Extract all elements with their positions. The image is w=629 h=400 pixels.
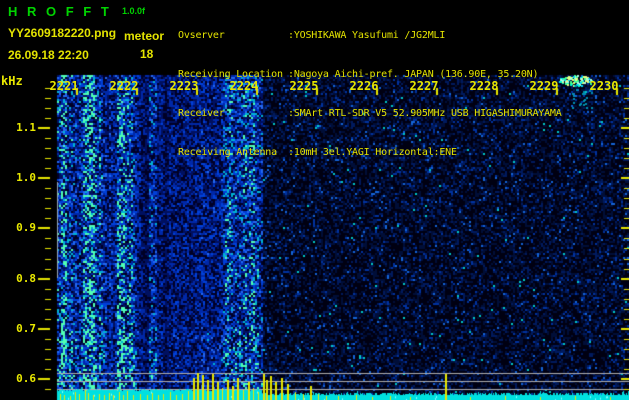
x-axis-tick-label: 2221 (49, 79, 79, 93)
y-axis-unit: kHz (1, 74, 23, 88)
x-axis-tick-label: 2226 (349, 79, 379, 93)
info-row-observer: Ovserver :YOSHIKAWA Yasufumi /JG2MLI (178, 29, 562, 42)
info-label: Ovserver (178, 30, 225, 41)
app-version: 1.0.0f (122, 6, 146, 16)
meteor-count: 18 (140, 47, 154, 61)
x-axis-tick-label: 2223 (169, 79, 199, 93)
x-axis-tick-label: 2225 (289, 79, 319, 93)
y-axis-tick-label: 0.9 (16, 221, 36, 234)
x-axis-tick-label: 2229 (529, 79, 559, 93)
info-label: Receiving Antenna (178, 147, 277, 158)
y-axis-tick-label: 1.1 (16, 121, 36, 134)
y-axis-tick-label: 1.0 (16, 171, 36, 184)
info-label: Receiving Location (178, 69, 283, 80)
date-time: 26.09.18 22:20 (8, 48, 89, 62)
x-axis-tick-label: 2227 (409, 79, 439, 93)
app-title: H R O F F T (8, 4, 112, 19)
x-axis-tick-label: 2222 (109, 79, 139, 93)
x-axis-tick-label: 2224 (229, 79, 259, 93)
y-axis-tick-label: 0.8 (16, 272, 36, 285)
info-label: Receiver (178, 108, 225, 119)
x-axis-tick-label: 2230 (589, 79, 619, 93)
y-axis-tick-label: 0.7 (16, 322, 36, 335)
info-row-receiver: Receiver :SMArt RTL-SDR V5 52.905MHz USB … (178, 107, 562, 120)
output-filename: YY2609182220.png (8, 26, 117, 40)
info-value: :Nagoya Aichi-pref. JAPAN (136.90E, 35.2… (288, 69, 539, 80)
x-axis-tick-label: 2228 (469, 79, 499, 93)
info-value: :SMArt RTL-SDR V5 52.905MHz USB HIGASHIM… (288, 108, 562, 119)
info-row-location: Receiving Location :Nagoya Aichi-pref. JA… (178, 68, 562, 81)
station-info-block: Ovserver :YOSHIKAWA Yasufumi /JG2MLI Rece… (178, 3, 562, 185)
mode-label: meteor (124, 29, 165, 43)
info-value: :YOSHIKAWA Yasufumi /JG2MLI (288, 30, 446, 41)
info-row-antenna: Receiving Antenna :10mH 3el.YAGI Horizont… (178, 146, 562, 159)
y-axis-tick-label: 0.6 (16, 372, 36, 385)
info-value: :10mH 3el.YAGI Horizontal:ENE (288, 147, 457, 158)
